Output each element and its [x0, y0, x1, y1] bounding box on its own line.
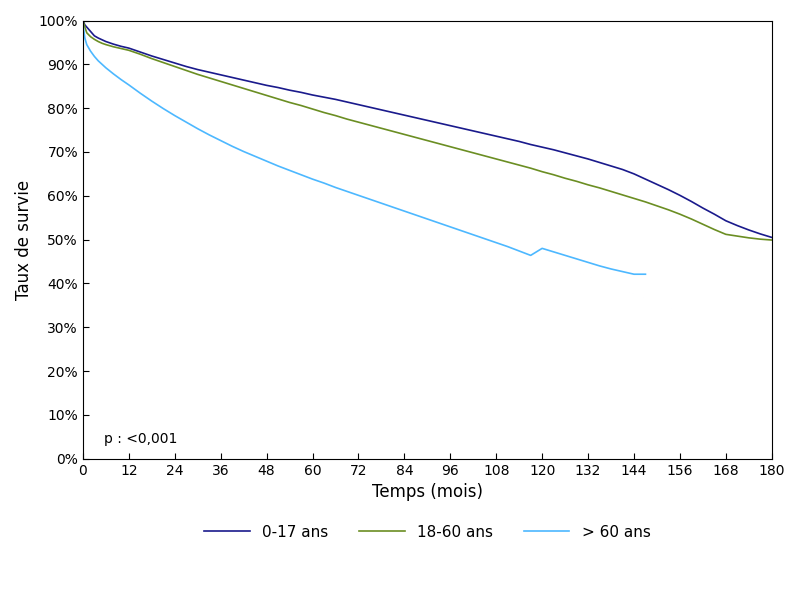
18-60 ans	[319, 109, 329, 116]
18-60 ans	[354, 119, 363, 126]
> 60 ans	[365, 196, 374, 203]
0-17 ans	[583, 155, 593, 163]
> 60 ans	[641, 271, 650, 278]
0-17 ans	[721, 217, 730, 224]
18-60 ans	[767, 236, 777, 244]
0-17 ans	[354, 101, 363, 108]
Line: 0-17 ans: 0-17 ans	[83, 20, 772, 238]
18-60 ans	[78, 17, 88, 24]
> 60 ans	[491, 239, 501, 246]
X-axis label: Temps (mois): Temps (mois)	[372, 483, 483, 501]
> 60 ans	[422, 215, 432, 223]
> 60 ans	[239, 148, 249, 155]
18-60 ans	[182, 67, 191, 74]
Legend: 0-17 ans, 18-60 ans, > 60 ans: 0-17 ans, 18-60 ans, > 60 ans	[198, 519, 657, 546]
0-17 ans	[124, 44, 134, 52]
> 60 ans	[399, 208, 409, 215]
> 60 ans	[80, 34, 90, 41]
0-17 ans	[182, 63, 191, 70]
Y-axis label: Taux de survie: Taux de survie	[15, 179, 33, 299]
0-17 ans	[78, 17, 88, 24]
Text: p : <0,001: p : <0,001	[103, 431, 177, 446]
0-17 ans	[767, 234, 777, 241]
0-17 ans	[319, 94, 329, 101]
Line: 18-60 ans: 18-60 ans	[83, 20, 772, 240]
> 60 ans	[629, 271, 638, 278]
Line: > 60 ans: > 60 ans	[83, 24, 646, 274]
> 60 ans	[78, 20, 88, 28]
18-60 ans	[124, 47, 134, 54]
18-60 ans	[583, 181, 593, 188]
18-60 ans	[721, 231, 730, 238]
